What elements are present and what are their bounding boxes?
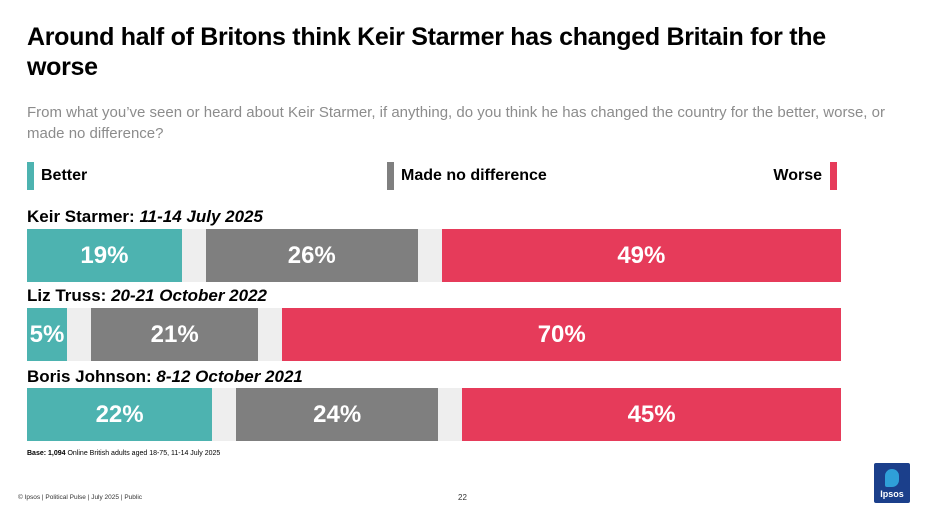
bar-no-difference: 24% bbox=[236, 388, 439, 441]
bar-no-difference: 26% bbox=[205, 229, 418, 282]
bar-better: 22% bbox=[27, 388, 213, 441]
legend-worse: Worse bbox=[773, 162, 837, 190]
logo-mark-icon bbox=[885, 469, 899, 487]
data-label: 22% bbox=[95, 400, 144, 428]
page-number: 22 bbox=[458, 493, 467, 502]
bar-track: 19% 26% 49% bbox=[27, 229, 841, 282]
base-note: Base: 1,094 Online British adults aged 1… bbox=[27, 450, 220, 457]
row-date: 11-14 July 2025 bbox=[139, 207, 263, 226]
legend-better-label: Better bbox=[41, 167, 88, 184]
legend-no-difference-swatch bbox=[387, 162, 394, 190]
bar-better: 19% bbox=[27, 229, 182, 282]
legend-better: Better bbox=[27, 162, 87, 190]
data-label: 49% bbox=[617, 241, 666, 269]
legend-no-difference-label: Made no difference bbox=[401, 167, 547, 184]
row-label-starmer: Keir Starmer: 11-14 July 2025 bbox=[27, 207, 263, 227]
logo-text: Ipsos bbox=[880, 489, 904, 499]
data-label: 19% bbox=[80, 241, 129, 269]
bar-better: 5% bbox=[27, 308, 67, 361]
row-label-johnson: Boris Johnson: 8-12 October 2021 bbox=[27, 367, 303, 387]
bar-worse: 49% bbox=[441, 229, 841, 282]
row-name: Boris Johnson: bbox=[27, 367, 157, 386]
bar-worse: 70% bbox=[282, 308, 841, 361]
data-label: 21% bbox=[150, 320, 199, 348]
data-label: 26% bbox=[287, 241, 336, 269]
data-label: 24% bbox=[313, 400, 362, 428]
data-label: 5% bbox=[29, 320, 65, 348]
footer-text: © Ipsos | Political Pulse | July 2025 | … bbox=[18, 494, 143, 501]
data-label: 70% bbox=[537, 320, 586, 348]
row-name: Liz Truss: bbox=[27, 286, 112, 305]
ipsos-logo: Ipsos bbox=[874, 463, 910, 503]
row-date: 8-12 October 2021 bbox=[156, 367, 303, 386]
row-date: 20-21 October 2022 bbox=[111, 286, 267, 305]
bar-worse: 45% bbox=[462, 388, 841, 441]
bar-track: 22% 24% 45% bbox=[27, 388, 841, 441]
bar-no-difference: 21% bbox=[90, 308, 259, 361]
legend-better-swatch bbox=[27, 162, 34, 190]
legend-worse-swatch bbox=[830, 162, 837, 190]
row-name: Keir Starmer: bbox=[27, 207, 140, 226]
page-title: Around half of Britons think Keir Starme… bbox=[27, 23, 826, 81]
legend-no-difference: Made no difference bbox=[387, 162, 547, 190]
legend-worse-label: Worse bbox=[773, 167, 822, 184]
data-label: 45% bbox=[627, 400, 676, 428]
question-subtitle: From what you’ve seen or heard about Kei… bbox=[27, 104, 885, 142]
base-label: Base: 1,094 bbox=[27, 450, 66, 457]
base-text: Online British adults aged 18-75, 11-14 … bbox=[65, 450, 221, 457]
bar-track: 5% 21% 70% bbox=[27, 308, 841, 361]
row-label-truss: Liz Truss: 20-21 October 2022 bbox=[27, 286, 267, 306]
